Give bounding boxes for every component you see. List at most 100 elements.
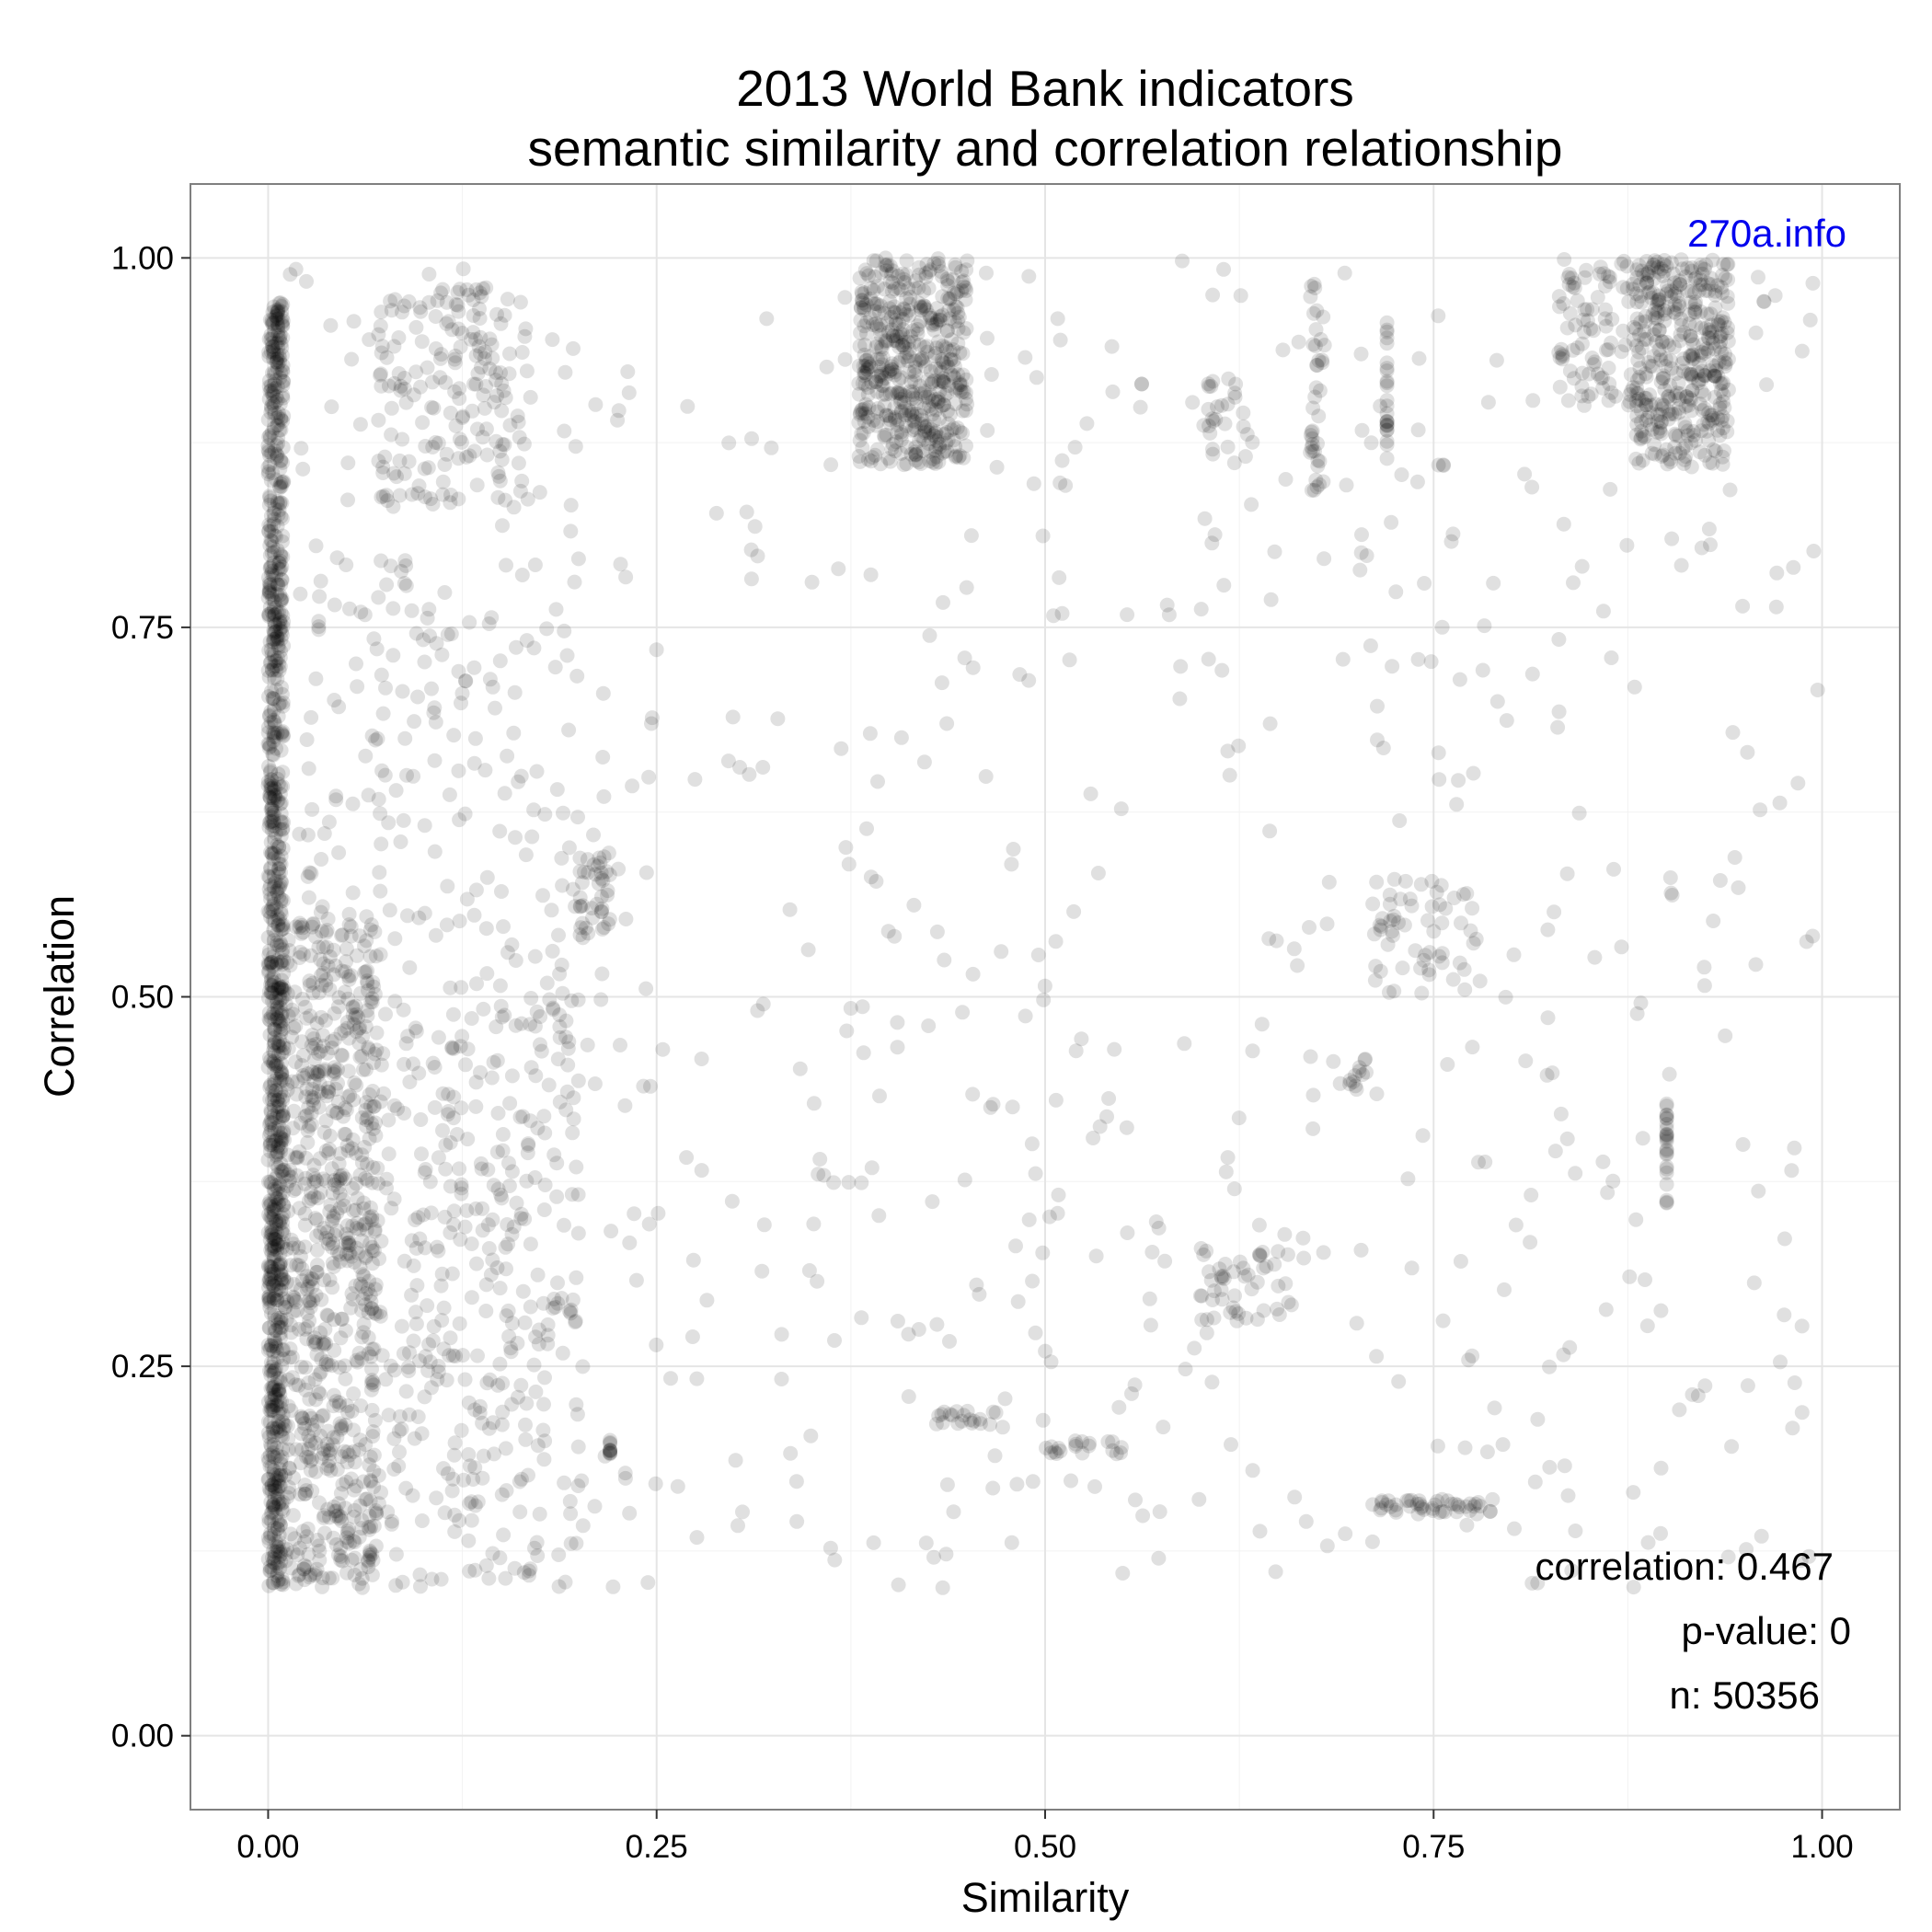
data-point — [275, 297, 291, 312]
data-point — [361, 1329, 376, 1345]
data-point — [950, 336, 966, 351]
data-point — [270, 1568, 284, 1583]
data-point — [286, 1236, 301, 1252]
data-point — [355, 1267, 371, 1282]
data-point — [416, 1207, 431, 1223]
data-point — [1547, 1144, 1563, 1159]
data-point — [373, 367, 388, 383]
data-point — [318, 972, 334, 988]
data-point — [819, 359, 834, 374]
data-point — [1236, 405, 1251, 420]
data-point — [863, 567, 879, 582]
data-point — [569, 668, 585, 684]
data-point — [866, 1535, 881, 1550]
data-point — [1485, 1491, 1501, 1507]
data-point — [452, 1161, 467, 1177]
data-point — [1424, 899, 1440, 914]
data-point — [895, 338, 911, 353]
data-point — [265, 691, 281, 707]
data-point — [260, 590, 276, 605]
data-point — [271, 1420, 287, 1435]
data-point — [495, 1375, 511, 1391]
data-point — [1718, 346, 1732, 362]
data-point — [354, 1110, 370, 1125]
data-point — [268, 1058, 283, 1074]
data-point — [497, 786, 512, 801]
data-point — [266, 1527, 282, 1543]
data-point — [265, 913, 281, 928]
data-point — [1177, 1036, 1192, 1052]
data-point — [262, 1091, 278, 1107]
data-point — [260, 1258, 276, 1273]
data-point — [272, 813, 288, 829]
data-point — [367, 1222, 383, 1237]
data-point — [271, 889, 287, 904]
data-point — [277, 983, 293, 998]
data-point — [375, 1046, 391, 1062]
data-point — [346, 1482, 362, 1498]
data-point — [261, 689, 276, 705]
data-point — [267, 1053, 282, 1069]
data-point — [322, 1510, 337, 1525]
data-point — [269, 418, 284, 433]
data-point — [261, 569, 276, 585]
data-point — [837, 351, 853, 367]
data-point — [357, 1140, 373, 1155]
data-point — [507, 684, 523, 700]
data-point — [1203, 378, 1219, 394]
data-point — [272, 935, 288, 950]
data-point — [270, 771, 285, 787]
data-point — [346, 1509, 362, 1524]
data-point — [507, 1560, 523, 1576]
data-point — [264, 978, 280, 994]
data-point — [296, 1561, 312, 1577]
data-point — [330, 1245, 345, 1260]
data-point — [310, 1190, 326, 1206]
data-point — [1379, 451, 1395, 466]
data-point — [504, 1164, 520, 1179]
data-point — [268, 1228, 283, 1244]
data-point — [266, 1437, 282, 1453]
data-point — [270, 1491, 285, 1507]
data-point — [555, 1345, 570, 1361]
data-point — [269, 1201, 284, 1216]
data-point — [269, 1148, 284, 1164]
data-point — [1432, 772, 1447, 788]
data-point — [270, 1311, 286, 1326]
data-point — [273, 605, 289, 621]
data-point — [260, 1289, 276, 1305]
data-point — [360, 1156, 374, 1172]
data-point — [262, 655, 278, 671]
data-point — [555, 985, 570, 1001]
data-point — [386, 1462, 402, 1477]
data-point — [374, 489, 389, 505]
data-point — [479, 1375, 495, 1391]
data-point — [485, 1252, 500, 1268]
data-point — [269, 1340, 284, 1355]
data-point — [266, 1251, 282, 1267]
data-point — [302, 1293, 317, 1308]
data-point — [1287, 1489, 1303, 1505]
data-point — [275, 695, 291, 710]
data-point — [1785, 1420, 1800, 1436]
data-point — [1315, 352, 1329, 368]
data-point — [285, 1304, 301, 1319]
data-point — [408, 1305, 423, 1320]
data-point — [427, 844, 443, 859]
data-point — [269, 1071, 284, 1087]
data-point — [326, 1236, 340, 1251]
data-point — [860, 386, 876, 402]
data-point — [260, 1450, 276, 1466]
data-point — [351, 928, 367, 944]
data-point — [266, 1466, 282, 1482]
data-point — [462, 615, 477, 630]
data-point — [901, 281, 916, 296]
data-point — [260, 459, 276, 475]
data-point — [638, 865, 654, 880]
data-point — [1175, 253, 1190, 269]
data-point — [1560, 393, 1576, 408]
data-point — [295, 1524, 311, 1539]
data-point — [364, 1175, 380, 1190]
data-point — [272, 1544, 288, 1559]
data-point — [532, 1506, 547, 1522]
